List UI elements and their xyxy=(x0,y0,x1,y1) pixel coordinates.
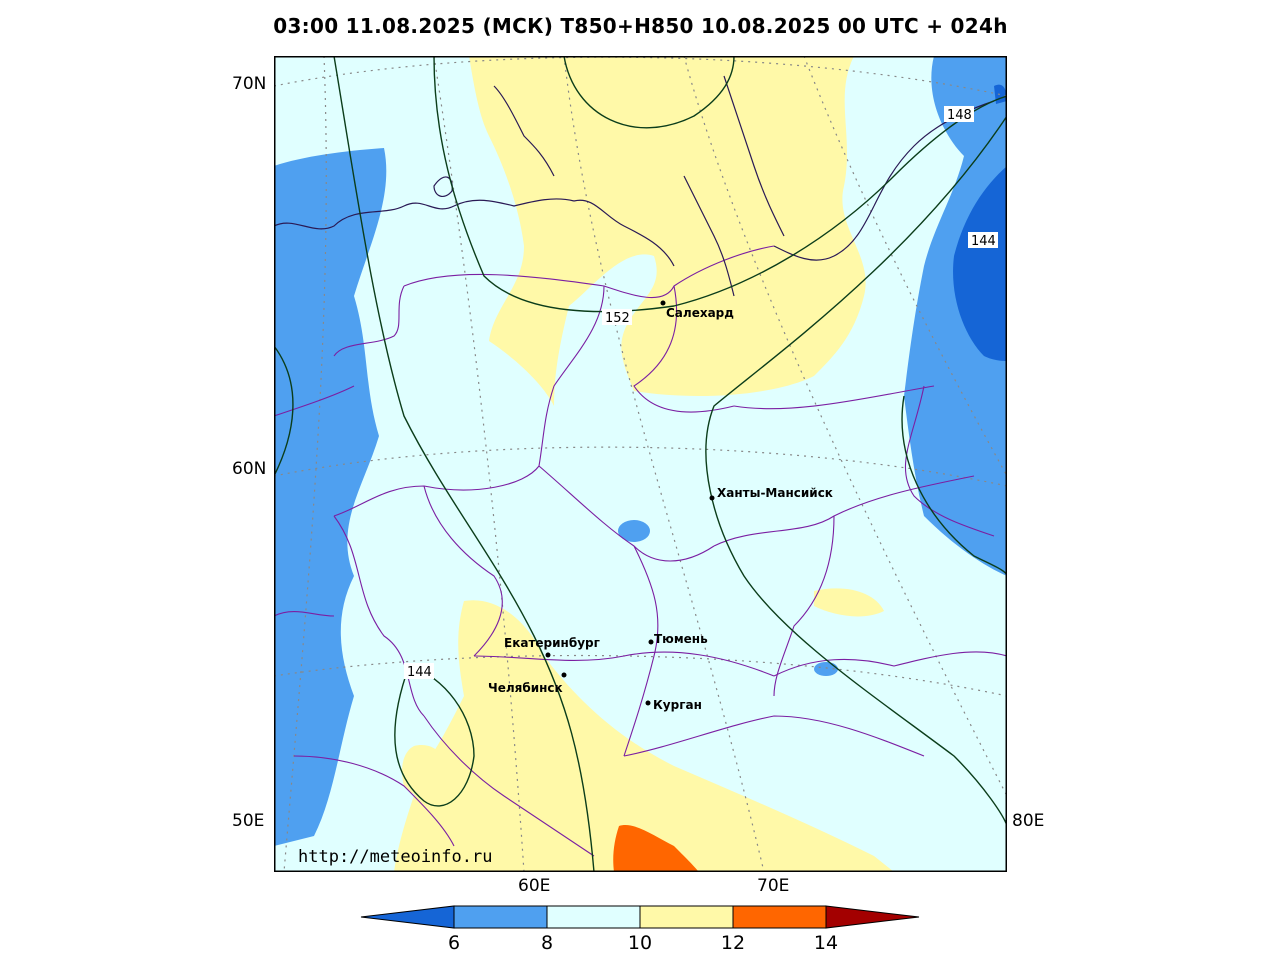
colorbar-segment-above-14 xyxy=(825,905,920,929)
lon-label-80e: 80E xyxy=(1012,811,1045,831)
admin-borders xyxy=(274,245,1007,857)
colorbar: 6 8 10 12 14 xyxy=(360,905,920,954)
contour-label-144-south: 144 xyxy=(407,665,432,680)
temp-band-12-14-east xyxy=(814,588,884,617)
contour-label-bg-152 xyxy=(602,309,632,325)
isohypse-148 xyxy=(433,56,1007,313)
city-tyumen: Тюмень xyxy=(648,632,708,646)
colorbar-segment-10-12 xyxy=(639,905,734,929)
isohypses xyxy=(274,56,1007,872)
isohypse-mid xyxy=(333,56,595,872)
colorbar-tick-10: 10 xyxy=(628,932,652,954)
city-chelyabinsk: Челябинск xyxy=(488,672,567,695)
map-frame xyxy=(274,56,1007,872)
temp-band-8-10-east xyxy=(904,56,1007,576)
contour-label-144-east: 144 xyxy=(971,234,996,249)
lon-label-70e: 70E xyxy=(757,876,790,896)
lake-cool-patch-2 xyxy=(814,662,838,676)
contour-label-bg-144-east xyxy=(968,232,998,248)
city-yekaterinburg: Екатеринбург xyxy=(504,636,600,658)
city-label: Салехард xyxy=(666,306,734,320)
city-label: Екатеринбург xyxy=(504,636,600,650)
isohypse-north xyxy=(563,56,735,129)
map-title: 03:00 11.08.2025 (МСК) T850+H850 10.08.2… xyxy=(273,14,1008,38)
temp-band-6-8-east xyxy=(953,166,1007,361)
watermark-url: http://meteoinfo.ru xyxy=(298,847,492,867)
isohypse-144-south xyxy=(394,665,475,807)
city-label: Ханты-Мансийск xyxy=(717,486,833,500)
city-marker xyxy=(645,700,651,706)
city-kurgan: Курган xyxy=(645,698,702,712)
isohypse-east-edge xyxy=(901,395,1007,577)
lon-label-60e: 60E xyxy=(518,876,551,896)
lon-label-50e: 50E xyxy=(232,811,265,831)
isohypse-144-east xyxy=(705,115,1007,827)
city-marker xyxy=(545,652,551,658)
temp-band-12-14-north xyxy=(469,56,866,406)
city-label: Челябинск xyxy=(488,681,563,695)
city-khanty-mansiysk: Ханты-Мансийск xyxy=(709,486,833,501)
colorbar-segment-8-10 xyxy=(546,905,641,929)
city-marker xyxy=(660,300,666,306)
lake-cool-patch xyxy=(618,520,650,542)
lat-label-70n: 70N xyxy=(232,74,267,94)
colorbar-segment-6-8 xyxy=(453,905,548,929)
contour-label-152: 152 xyxy=(605,311,630,326)
colorbar-tick-6: 6 xyxy=(448,932,460,954)
city-marker xyxy=(561,672,567,678)
city-label: Курган xyxy=(653,698,702,712)
colorbar-segment-12-14 xyxy=(732,905,827,929)
temp-band-12-14-south xyxy=(394,600,894,872)
temp-band-14-16 xyxy=(613,825,699,872)
city-salekhard: Салехард xyxy=(660,300,734,320)
isohypse-west xyxy=(274,345,294,477)
colorbar-tick-8: 8 xyxy=(541,932,553,954)
contour-label-148: 148 xyxy=(947,108,972,123)
city-label: Тюмень xyxy=(654,632,708,646)
colorbar-segment-below-6 xyxy=(360,905,455,929)
graticule xyxy=(274,56,1007,872)
temperature-map: 152 148 144 144 Салехард Ханты-Мансийск … xyxy=(274,56,1007,872)
contour-label-bg-148 xyxy=(944,106,974,122)
colorbar-tick-12: 12 xyxy=(721,932,745,954)
temp-band-12-14-southwest xyxy=(402,745,445,795)
colorbar-tick-14: 14 xyxy=(814,932,838,954)
lat-label-60n: 60N xyxy=(232,459,267,479)
city-marker xyxy=(648,639,654,645)
city-marker xyxy=(709,495,715,501)
contour-label-bg-144-south xyxy=(404,663,434,679)
